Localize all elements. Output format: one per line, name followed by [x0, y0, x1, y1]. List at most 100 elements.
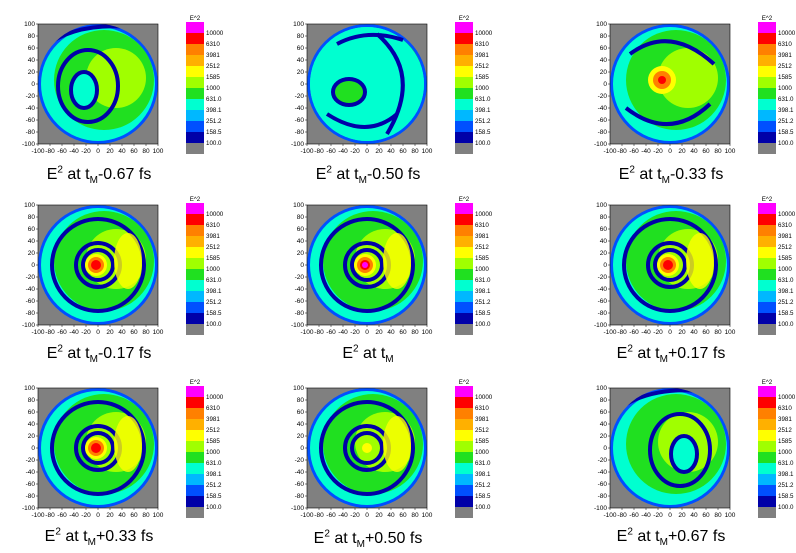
axes: -100 -80 -60 -40 -20 0 20 40 60 80 100100806040200… — [291, 21, 433, 155]
colorbar-swatch — [758, 496, 776, 507]
x-tick-label: -100 — [300, 512, 313, 519]
x-tick-label: 80 — [714, 329, 722, 336]
colorbar-swatch — [758, 121, 776, 132]
colorbar-swatch — [758, 291, 776, 302]
y-tick-label: -40 — [295, 105, 305, 112]
colorbar-level: 3981 — [475, 416, 489, 423]
caption-4: E2 at tM-0.17 fs — [46, 343, 152, 366]
x-tick-label: 0 — [365, 148, 369, 155]
y-tick-label: 60 — [297, 45, 305, 52]
x-tick-label: -20 — [350, 329, 360, 336]
x-tick-label: -80 — [314, 329, 324, 336]
axes: -100 -80 -60 -40 -20 0 20 40 60 80 100100806040200… — [594, 385, 736, 519]
y-tick-label: 60 — [600, 45, 608, 52]
colorbar-swatch — [758, 214, 776, 225]
colorbar-swatch — [186, 77, 204, 88]
colorbar-swatch — [758, 66, 776, 77]
colorbar-swatch — [455, 507, 473, 518]
x-tick-label: 0 — [365, 329, 369, 336]
colorbar-level: 1585 — [778, 438, 792, 445]
colorbar-swatch — [455, 214, 473, 225]
x-tick-label: 60 — [399, 148, 407, 155]
x-tick-label: 40 — [387, 512, 395, 519]
panel-9: -100 -80 -60 -40 -20 0 20 40 60 80 100 100 80 60 40 20 0… — [580, 378, 796, 553]
colorbar-swatch — [758, 313, 776, 324]
colorbar-swatch — [758, 247, 776, 258]
y-tick-label: -40 — [598, 469, 608, 476]
colorbar-level: 158.5 — [475, 129, 491, 136]
y-tick-label: 20 — [600, 250, 608, 257]
colorbar-title: E^2 — [190, 196, 201, 203]
colorbar-level: 2512 — [206, 63, 220, 70]
colorbar-swatch — [186, 66, 204, 77]
y-tick-label: 0 — [31, 262, 35, 269]
x-tick-label: 60 — [702, 148, 710, 155]
y-tick-label: 20 — [297, 250, 305, 257]
x-tick-label: 20 — [678, 512, 686, 519]
y-tick-label: -100 — [594, 322, 607, 329]
colorbar-level: 631.0 — [475, 460, 491, 467]
colorbar-swatch — [186, 22, 204, 33]
contour-field — [38, 205, 158, 325]
colorbar-swatch — [758, 143, 776, 154]
colorbar-level: 631.0 — [778, 460, 794, 467]
colorbar-swatch — [455, 474, 473, 485]
x-tick-label: 60 — [399, 329, 407, 336]
x-tick-label: 40 — [118, 329, 126, 336]
colorbar-swatch — [758, 507, 776, 518]
x-tick-label: 80 — [142, 512, 150, 519]
x-tick-label: -100 — [300, 329, 313, 336]
colorbar-swatch — [758, 88, 776, 99]
colorbar-swatch — [455, 313, 473, 324]
colorbar-level: 398.1 — [475, 288, 491, 295]
axes: -100 -80 -60 -40 -20 0 20 40 60 80 100100806040200… — [291, 202, 433, 336]
x-tick-label: -20 — [653, 329, 663, 336]
colorbar-swatch — [186, 55, 204, 66]
colorbar-swatch — [758, 225, 776, 236]
panel-7: -100 -80 -60 -40 -20 0 20 40 60 80 100 100 80 60 40 20 0… — [8, 378, 258, 553]
colorbar-level: 10000 — [778, 394, 796, 401]
y-tick-label: -20 — [598, 93, 608, 100]
colorbar-level: 1000 — [778, 85, 792, 92]
colorbar-level: 158.5 — [475, 310, 491, 317]
x-tick-label: 100 — [725, 512, 736, 519]
colorbar-level: 158.5 — [206, 310, 222, 317]
y-tick-label: 100 — [596, 21, 607, 28]
colorbar-swatch — [758, 419, 776, 430]
panel-4: -100 -80 -60 -40 -20 0 20 40 60 80 100 100 80 60 40 20 0… — [8, 195, 258, 370]
colorbar-swatch — [758, 452, 776, 463]
colorbar-swatch — [186, 280, 204, 291]
colorbar-swatch — [455, 408, 473, 419]
contour-field — [307, 388, 427, 508]
caption-8: E2 at tM+0.50 fs — [313, 528, 423, 551]
colorbar: E^2 10000 6310 3981 2512 1585 1000 631.0 398.1 25… — [186, 379, 224, 518]
y-tick-label: 40 — [297, 57, 305, 64]
x-tick-label: 80 — [714, 148, 722, 155]
colorbar-level: 1000 — [475, 449, 489, 456]
colorbar-level: 251.2 — [206, 118, 222, 125]
y-tick-label: -80 — [295, 310, 305, 317]
x-tick-label: -40 — [641, 329, 651, 336]
y-tick-label: -60 — [598, 117, 608, 124]
colorbar-level: 1585 — [778, 255, 792, 262]
colorbar-level: 158.5 — [206, 129, 222, 136]
colorbar-swatch — [186, 324, 204, 335]
colorbar-level: 1585 — [475, 255, 489, 262]
x-tick-label: 20 — [375, 329, 383, 336]
colorbar-swatch — [455, 44, 473, 55]
colorbar-level: 1000 — [475, 85, 489, 92]
colorbar-level: 398.1 — [206, 471, 222, 478]
colorbar-swatch — [186, 33, 204, 44]
colorbar-swatch — [455, 269, 473, 280]
colorbar-level: 10000 — [475, 30, 493, 37]
x-tick-label: -80 — [314, 512, 324, 519]
x-tick-label: 100 — [153, 329, 164, 336]
y-tick-label: 40 — [600, 238, 608, 245]
colorbar-level: 6310 — [778, 405, 792, 412]
colorbar-swatch — [455, 121, 473, 132]
y-tick-label: 0 — [603, 445, 607, 452]
y-tick-label: 20 — [28, 250, 36, 257]
colorbar-level: 100.0 — [475, 321, 491, 328]
colorbar-swatch — [758, 269, 776, 280]
colorbar-swatch — [186, 132, 204, 143]
